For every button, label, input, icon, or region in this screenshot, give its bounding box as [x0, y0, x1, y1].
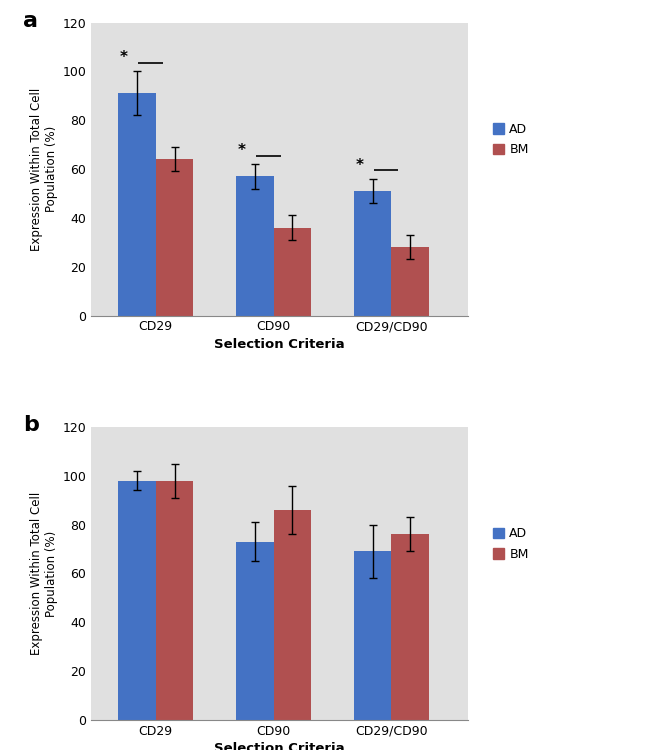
- Legend: AD, BM: AD, BM: [493, 527, 528, 561]
- X-axis label: Selection Criteria: Selection Criteria: [214, 338, 344, 350]
- Bar: [391, 248, 429, 316]
- Bar: [236, 542, 274, 720]
- Bar: [156, 481, 194, 720]
- Bar: [391, 535, 429, 720]
- Text: b: b: [23, 416, 39, 435]
- Text: *: *: [356, 158, 363, 172]
- Text: *: *: [120, 50, 128, 65]
- Bar: [236, 176, 274, 316]
- Bar: [118, 481, 156, 720]
- Bar: [156, 159, 194, 316]
- X-axis label: Selection Criteria: Selection Criteria: [214, 742, 344, 750]
- Y-axis label: Expression Within Total Cell
Population (%): Expression Within Total Cell Population …: [30, 88, 58, 251]
- Legend: AD, BM: AD, BM: [493, 123, 528, 157]
- Text: a: a: [23, 10, 38, 31]
- Bar: [354, 551, 391, 720]
- Bar: [118, 93, 156, 316]
- Y-axis label: Expression Within Total Cell
Population (%): Expression Within Total Cell Population …: [30, 492, 58, 655]
- Bar: [354, 191, 391, 316]
- Bar: [274, 510, 311, 720]
- Text: *: *: [238, 143, 246, 158]
- Bar: [274, 228, 311, 316]
